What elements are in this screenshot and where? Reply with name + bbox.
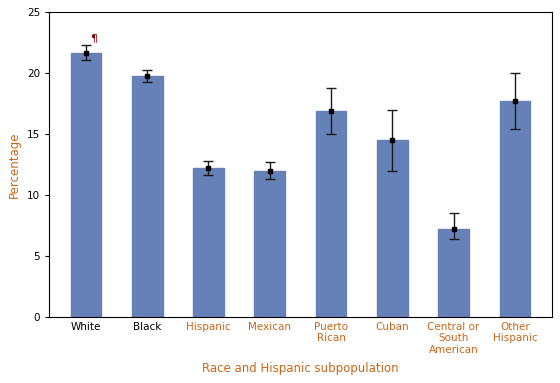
- Bar: [377, 140, 408, 317]
- X-axis label: Race and Hispanic subpopulation: Race and Hispanic subpopulation: [202, 362, 399, 375]
- Bar: [132, 75, 162, 317]
- Bar: [71, 52, 101, 317]
- Bar: [316, 111, 347, 317]
- Bar: [438, 229, 469, 317]
- Text: ¶: ¶: [90, 33, 97, 43]
- Y-axis label: Percentage: Percentage: [8, 131, 21, 198]
- Bar: [193, 168, 224, 317]
- Bar: [500, 101, 530, 317]
- Bar: [254, 170, 285, 317]
